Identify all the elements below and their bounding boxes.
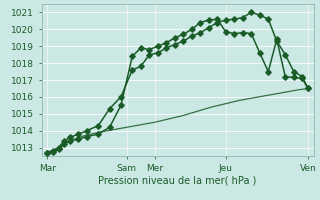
X-axis label: Pression niveau de la mer( hPa ): Pression niveau de la mer( hPa )	[99, 175, 257, 185]
